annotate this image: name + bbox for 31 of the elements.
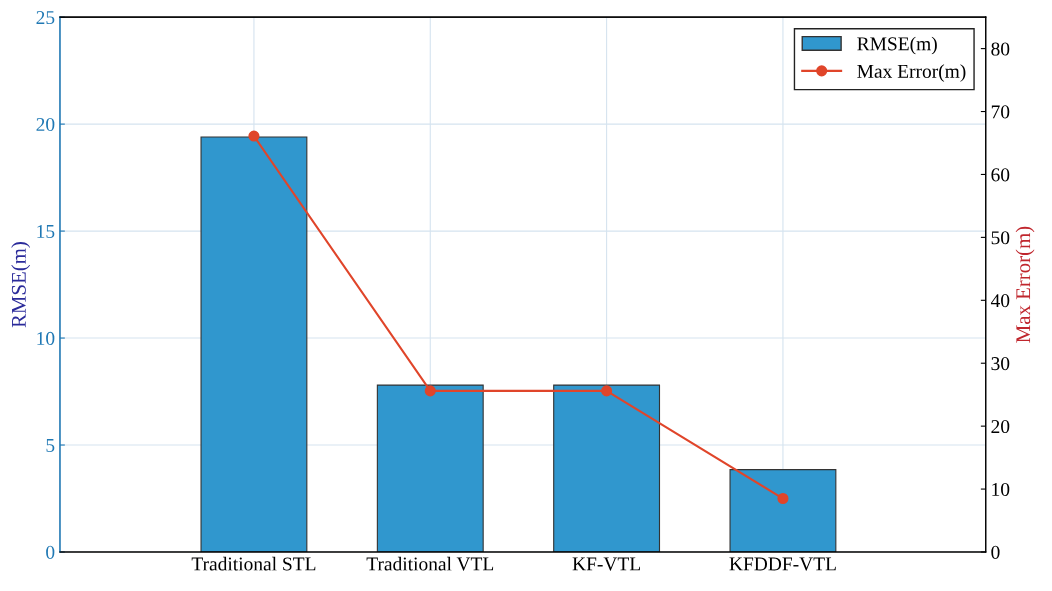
y2-tick-label: 10 [992,482,1010,497]
point [424,385,436,397]
y-axis-title: RMSE(m) [11,242,31,328]
legend-label: Max Error(m) [857,64,966,82]
y2-tick-label: 20 [991,419,1010,434]
y2-tick-label: 80 [991,42,1010,56]
bar [553,384,661,552]
y-tick-label: 10 [37,331,55,345]
y-tick-label: 15 [37,224,55,239]
point [248,130,260,142]
y2-tick-label: 60 [991,168,1010,182]
y2-tick-label: 50 [991,231,1010,245]
y2-tick-label: 0 [991,545,1000,559]
point [601,385,613,397]
bar [200,136,308,552]
x-tick-label: Traditional VTL [366,556,494,571]
y-tick-label: 25 [36,11,55,25]
y2-tick-label: 70 [991,105,1010,119]
y2-tick-label: 30 [991,357,1010,371]
y-tick-label: 5 [46,439,55,452]
y-tick-label: 20 [36,117,55,132]
x-tick-label: KF-VTL [572,557,640,571]
legend-label: RMSE(m) [857,36,937,55]
bar [376,384,484,552]
y2-tick-label: 40 [990,294,1010,308]
y2-axis-title: Max Error(m) [1015,226,1035,343]
x-tick-label: KFDDF-VTL [729,557,836,571]
x-tick-label: Traditional STL [191,556,316,571]
bar [729,469,837,552]
point [777,492,789,505]
y-tick-label: 0 [46,545,55,559]
